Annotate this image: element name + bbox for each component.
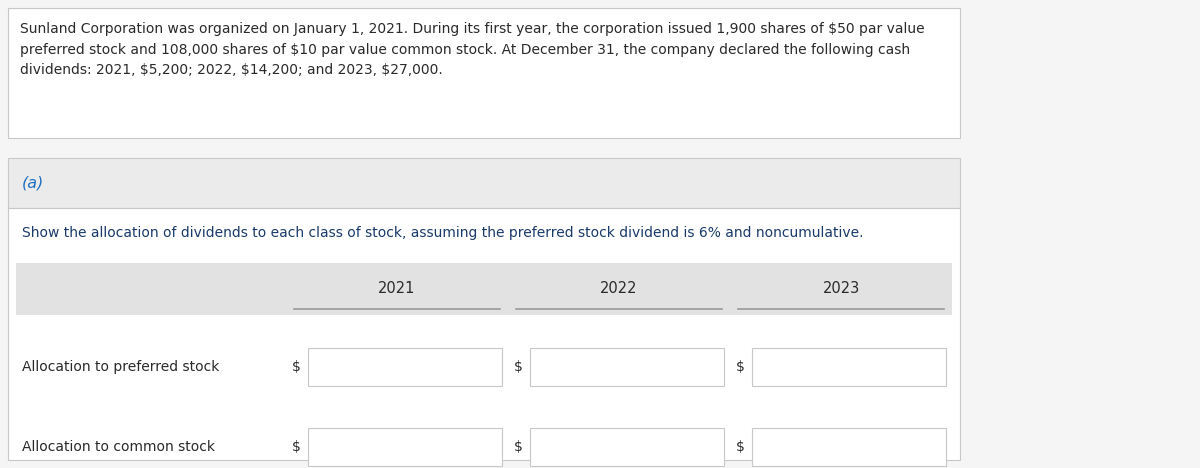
Text: Allocation to preferred stock: Allocation to preferred stock: [22, 360, 220, 374]
Text: $: $: [292, 360, 301, 374]
FancyBboxPatch shape: [8, 208, 960, 460]
Text: $: $: [514, 440, 523, 454]
Text: Allocation to common stock: Allocation to common stock: [22, 440, 215, 454]
Text: $: $: [736, 360, 745, 374]
Text: 2023: 2023: [822, 281, 859, 296]
FancyBboxPatch shape: [752, 428, 946, 466]
FancyBboxPatch shape: [8, 8, 960, 138]
Text: $: $: [292, 440, 301, 454]
FancyBboxPatch shape: [530, 428, 724, 466]
Text: (a): (a): [22, 176, 44, 190]
FancyBboxPatch shape: [530, 348, 724, 386]
Text: 2021: 2021: [378, 281, 415, 296]
Text: Sunland Corporation was organized on January 1, 2021. During its first year, the: Sunland Corporation was organized on Jan…: [20, 22, 925, 77]
Text: Show the allocation of dividends to each class of stock, assuming the preferred : Show the allocation of dividends to each…: [22, 226, 864, 240]
FancyBboxPatch shape: [752, 348, 946, 386]
FancyBboxPatch shape: [308, 428, 502, 466]
Text: 2022: 2022: [600, 281, 637, 296]
Text: $: $: [736, 440, 745, 454]
FancyBboxPatch shape: [8, 158, 960, 208]
Text: $: $: [514, 360, 523, 374]
FancyBboxPatch shape: [16, 263, 952, 315]
FancyBboxPatch shape: [308, 348, 502, 386]
